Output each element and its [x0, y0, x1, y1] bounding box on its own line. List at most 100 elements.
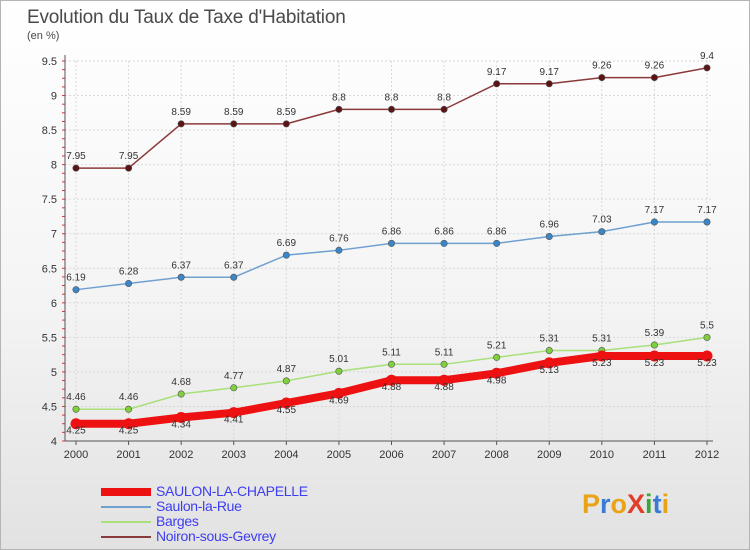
logo-letter: o: [610, 489, 628, 519]
data-label-saulon-la-rue: 6.69: [277, 238, 297, 249]
data-label-saulon-la-chapelle: 5.23: [645, 358, 665, 369]
data-label-barges: 4.68: [171, 377, 191, 388]
data-point-saulon-la-rue: [230, 273, 238, 281]
data-point-barges: [545, 346, 553, 354]
data-label-barges: 5.11: [382, 347, 401, 358]
data-label-barges: 5.31: [540, 333, 560, 344]
data-point-noiron-sous-gevrey: [493, 80, 501, 88]
x-tick-label: 2001: [116, 449, 140, 461]
data-point-saulon-la-chapelle: [123, 418, 135, 430]
data-point-barges: [125, 405, 133, 413]
data-label-saulon-la-rue: 6.76: [329, 233, 349, 244]
data-point-saulon-la-rue: [387, 239, 395, 247]
legend-item-noiron-sous-gevrey[interactable]: Noiron-sous-Gevrey: [101, 529, 361, 544]
value-labels: 4.25 4.25 4.34 4.41 4.55 4.69 4.88 4.88 4.98 5.13…: [66, 51, 717, 437]
data-label-noiron-sous-gevrey: 8.59: [224, 107, 244, 118]
data-label-saulon-la-chapelle: 4.88: [434, 382, 454, 393]
legend-swatch: [101, 535, 151, 538]
data-point-noiron-sous-gevrey: [230, 120, 238, 128]
y-tick-label: 7: [51, 229, 57, 241]
x-tick-label: 2007: [432, 449, 456, 461]
data-label-saulon-la-chapelle: 4.25: [66, 426, 86, 437]
data-label-saulon-la-chapelle: 4.69: [329, 395, 349, 406]
x-tick-label: 2008: [484, 449, 508, 461]
data-point-noiron-sous-gevrey: [703, 64, 711, 72]
data-point-saulon-la-rue: [650, 218, 658, 226]
series-points: [70, 64, 713, 430]
logo-letter: r: [600, 489, 611, 519]
data-point-saulon-la-chapelle: [175, 412, 187, 424]
data-point-barges: [650, 341, 658, 349]
data-point-saulon-la-rue: [598, 228, 606, 236]
legend-label: Noiron-sous-Gevrey: [156, 528, 276, 544]
data-point-saulon-la-chapelle: [648, 350, 660, 362]
data-point-saulon-la-chapelle: [491, 367, 503, 379]
data-label-barges: 4.87: [277, 364, 297, 375]
data-label-saulon-la-chapelle: 5.13: [540, 365, 560, 376]
data-point-noiron-sous-gevrey: [650, 74, 658, 82]
data-point-noiron-sous-gevrey: [545, 80, 553, 88]
x-tick-label: 2004: [274, 449, 298, 461]
data-label-saulon-la-rue: 6.86: [487, 226, 507, 237]
data-label-saulon-la-chapelle: 4.25: [119, 426, 139, 437]
data-label-saulon-la-rue: 6.96: [540, 219, 560, 230]
data-point-barges: [440, 360, 448, 368]
data-label-saulon-la-chapelle: 4.55: [277, 405, 297, 416]
data-label-noiron-sous-gevrey: 7.95: [66, 151, 86, 162]
y-tick-label: 5.5: [42, 332, 57, 344]
data-point-saulon-la-chapelle: [386, 374, 397, 386]
data-label-saulon-la-rue: 6.86: [382, 226, 402, 237]
data-point-noiron-sous-gevrey: [72, 164, 80, 172]
data-label-saulon-la-chapelle: 4.98: [487, 375, 507, 386]
logo-letter: i: [645, 489, 653, 519]
data-label-barges: 4.46: [119, 392, 139, 403]
data-label-noiron-sous-gevrey: 9.17: [487, 67, 507, 78]
legend: SAULON-LA-CHAPELLE Saulon-la-Rue Barges …: [101, 484, 361, 544]
legend-item-barges[interactable]: Barges: [101, 514, 361, 529]
data-point-saulon-la-chapelle: [596, 350, 608, 362]
logo-letter: i: [661, 489, 670, 519]
data-point-saulon-la-rue: [545, 232, 553, 240]
data-point-saulon-la-rue: [177, 273, 185, 281]
data-label-saulon-la-rue: 6.86: [434, 226, 454, 237]
data-label-noiron-sous-gevrey: 7.95: [119, 151, 139, 162]
data-label-saulon-la-chapelle: 4.41: [224, 415, 244, 426]
data-point-saulon-la-chapelle: [438, 374, 450, 386]
data-point-noiron-sous-gevrey: [125, 164, 133, 172]
data-point-barges: [493, 353, 501, 361]
data-label-noiron-sous-gevrey: 9.26: [645, 61, 665, 72]
data-label-saulon-la-rue: 7.03: [592, 215, 612, 226]
data-point-saulon-la-rue: [125, 279, 133, 287]
y-tick-label: 4.5: [42, 401, 57, 413]
data-label-noiron-sous-gevrey: 9.26: [592, 61, 612, 72]
y-tick-label: 6.5: [42, 263, 57, 275]
data-point-saulon-la-rue: [493, 239, 501, 247]
legend-swatch: [101, 487, 151, 496]
legend-item-saulon-la-chapelle[interactable]: SAULON-LA-CHAPELLE: [101, 484, 361, 499]
data-point-saulon-la-rue: [703, 218, 711, 226]
y-tick-label: 9: [51, 91, 57, 103]
legend-label: Barges: [156, 513, 199, 529]
data-label-barges: 5.11: [435, 347, 454, 358]
data-label-saulon-la-chapelle: 4.34: [171, 420, 191, 431]
data-label-barges: 5.01: [329, 354, 349, 365]
x-tick-label: 2002: [169, 449, 193, 461]
y-tick-label: 4: [51, 436, 57, 448]
proxiti-logo: ProXiti: [582, 489, 669, 520]
y-tick-label: 9.5: [42, 56, 57, 68]
legend-item-saulon-la-rue[interactable]: Saulon-la-Rue: [101, 499, 361, 514]
data-label-saulon-la-rue: 7.17: [645, 205, 665, 216]
legend-swatch: [101, 505, 151, 508]
legend-swatch: [101, 520, 151, 523]
data-point-saulon-la-chapelle: [543, 357, 555, 369]
x-tick-label: 2012: [695, 449, 719, 461]
data-label-barges: 5.31: [592, 333, 612, 344]
data-point-barges: [703, 333, 711, 341]
data-label-barges: 5.5: [700, 320, 714, 331]
y-tick-label: 8.5: [42, 125, 57, 137]
data-point-noiron-sous-gevrey: [387, 105, 395, 113]
data-point-barges: [282, 377, 290, 385]
y-tick-label: 5: [51, 367, 57, 379]
